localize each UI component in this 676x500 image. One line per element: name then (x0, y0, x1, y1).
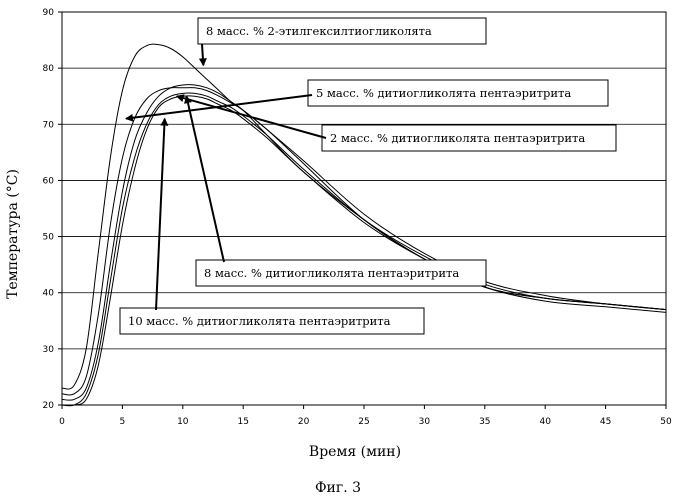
annotation-label: 10 масс. % дитиогликолята пентаэритрита (128, 314, 391, 328)
x-tick-label: 0 (59, 417, 65, 427)
x-axis-label: Время (мин) (309, 444, 401, 460)
y-tick-label: 30 (43, 345, 55, 355)
y-tick-label: 60 (43, 176, 55, 186)
y-tick-label: 20 (43, 401, 55, 411)
x-tick-label: 30 (419, 417, 431, 427)
annotation-label: 2 масс. % дитиогликолята пентаэритрита (330, 131, 585, 145)
y-tick-label: 40 (43, 289, 55, 299)
annotation-label: 5 масс. % дитиогликолята пентаэритрита (316, 86, 571, 100)
annotation-label: 8 масс. % 2-этилгексилтиогликолята (206, 24, 432, 38)
x-tick-label: 10 (177, 417, 189, 427)
figure-caption: Фиг. 3 (315, 480, 361, 496)
grid-lines (62, 12, 666, 405)
y-tick-label: 50 (43, 233, 55, 243)
y-tick-label: 70 (43, 120, 55, 130)
x-tick-label: 35 (479, 417, 490, 427)
annotations: 8 масс. % 2-этилгексилтиогликолята 5 масс… (120, 18, 616, 334)
x-tick-labels: 0 5 10 15 20 25 30 35 40 45 50 (59, 405, 672, 427)
x-tick-label: 5 (120, 417, 126, 427)
annotation-label: 8 масс. % дитиогликолята пентаэритрита (204, 266, 459, 280)
x-tick-label: 20 (298, 417, 310, 427)
x-tick-label: 50 (660, 417, 672, 427)
annotation-arrow (186, 96, 224, 262)
annotation-arrow (156, 119, 165, 310)
annotation-arrow (202, 44, 203, 65)
y-tick-labels: 20 30 40 50 60 70 80 90 (43, 8, 62, 411)
y-axis-label: Температура (°C) (5, 169, 21, 299)
y-tick-label: 90 (43, 8, 55, 18)
y-tick-label: 80 (43, 64, 55, 74)
x-tick-label: 25 (358, 417, 369, 427)
x-tick-label: 45 (600, 417, 611, 427)
annotation-arrow (126, 95, 312, 119)
x-tick-label: 15 (237, 417, 248, 427)
plot-frame (62, 12, 666, 405)
x-tick-label: 40 (539, 417, 551, 427)
